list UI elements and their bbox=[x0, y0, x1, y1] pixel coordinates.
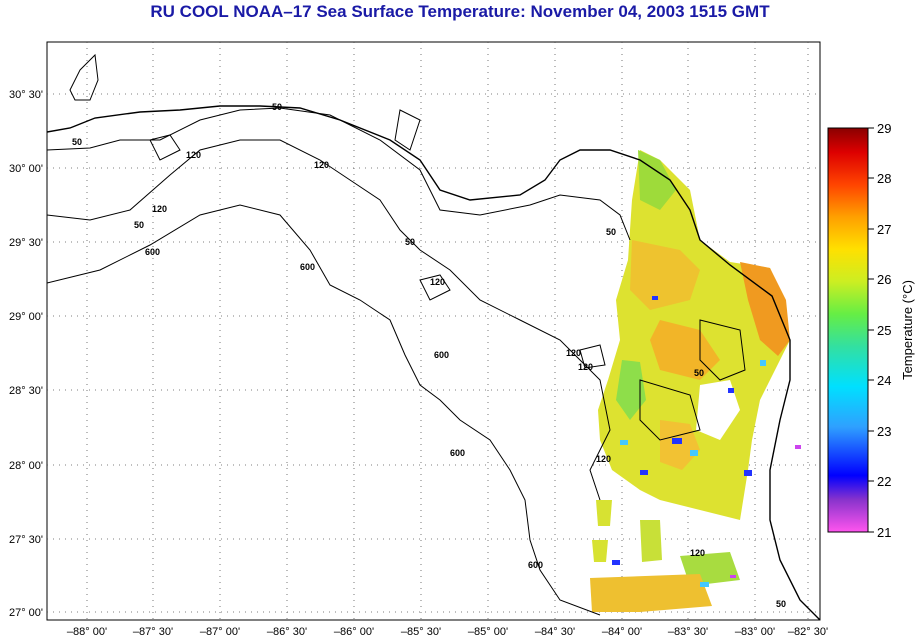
contour-island-3 bbox=[579, 344, 606, 369]
contour-50 bbox=[47, 107, 631, 241]
colorbar: 29 28 27 26 25 24 23 22 21 Temperature (… bbox=[827, 121, 915, 540]
contour-layer bbox=[47, 53, 820, 620]
lon-tick: –88° 00' bbox=[67, 626, 107, 638]
sst-patch-small-1 bbox=[596, 500, 612, 526]
contour-label: 600 bbox=[528, 560, 543, 570]
contour-label: 120 bbox=[152, 204, 167, 214]
lat-tick: 29° 30' bbox=[9, 237, 43, 249]
colorbar-tick: 23 bbox=[877, 424, 891, 439]
contour-label: 50 bbox=[694, 368, 704, 378]
contour-label: 120 bbox=[186, 150, 201, 160]
sst-data-layer bbox=[590, 150, 801, 612]
contour-label: 120 bbox=[690, 548, 705, 558]
colorbar-tick: 25 bbox=[877, 323, 891, 338]
lat-tick: 30° 00' bbox=[9, 163, 43, 175]
contour-island-1 bbox=[149, 134, 181, 161]
contour-inner-2 bbox=[639, 379, 701, 441]
colorbar-tick: 28 bbox=[877, 171, 891, 186]
contour-label: 120 bbox=[566, 348, 581, 358]
lat-tick: 28° 00' bbox=[9, 460, 43, 472]
colorbar-ticks: 29 28 27 26 25 24 23 22 21 bbox=[877, 121, 891, 540]
colorbar-label: Temperature (°C) bbox=[900, 280, 915, 380]
contour-label: 50 bbox=[776, 599, 786, 609]
sst-patch-warm-north bbox=[630, 240, 700, 310]
contour-label: 120 bbox=[596, 454, 611, 464]
lat-tick: 28° 30' bbox=[9, 385, 43, 397]
sst-patch-small-3 bbox=[640, 520, 662, 562]
map-title: RU COOL NOAA–17 Sea Surface Temperature:… bbox=[150, 2, 770, 21]
sst-cool-spots bbox=[620, 360, 766, 587]
lon-tick: –82° 30' bbox=[788, 626, 828, 638]
sst-cold-spots bbox=[612, 296, 752, 565]
lon-ticks: –88° 00' –87° 30' –87° 00' –86° 30' –86°… bbox=[67, 626, 828, 638]
contour-inner-1 bbox=[699, 319, 746, 381]
colorbar-tick: 21 bbox=[877, 525, 891, 540]
contour-label: 50 bbox=[272, 102, 282, 112]
contour-label: 50 bbox=[405, 237, 415, 247]
sst-patch-south bbox=[590, 574, 712, 612]
contour-label: 50 bbox=[606, 227, 616, 237]
colorbar-tick: 22 bbox=[877, 474, 891, 489]
lon-tick: –85° 30' bbox=[401, 626, 441, 638]
lat-tick: 27° 00' bbox=[9, 607, 43, 619]
contour-label: 600 bbox=[300, 262, 315, 272]
lon-tick: –87° 30' bbox=[133, 626, 173, 638]
colorbar-tick-marks bbox=[868, 127, 874, 533]
colorbar-tick: 27 bbox=[877, 222, 891, 237]
contour-label: 50 bbox=[134, 220, 144, 230]
colorbar-tick: 26 bbox=[877, 272, 891, 287]
lat-tick: 27° 30' bbox=[9, 534, 43, 546]
contour-label: 120 bbox=[578, 362, 593, 372]
sst-patch-small-2 bbox=[592, 540, 608, 562]
contour-label: 600 bbox=[450, 448, 465, 458]
sst-very-cold-spots bbox=[730, 445, 801, 578]
contour-label: 50 bbox=[72, 137, 82, 147]
colorbar-gradient bbox=[827, 127, 869, 533]
coastline bbox=[47, 105, 820, 620]
lat-tick: 30° 30' bbox=[9, 89, 43, 101]
colorbar-tick: 24 bbox=[877, 373, 891, 388]
contour-label: 600 bbox=[145, 247, 160, 257]
lon-tick: –84° 30' bbox=[535, 626, 575, 638]
contour-labels: 50 50 120 120 120 50 600 600 120 50 50 1… bbox=[72, 102, 786, 609]
contour-label: 120 bbox=[430, 277, 445, 287]
lat-tick: 29° 00' bbox=[9, 311, 43, 323]
lon-tick: –85° 00' bbox=[468, 626, 508, 638]
sst-patch-mid-warm bbox=[650, 320, 720, 380]
contour-label: 600 bbox=[434, 350, 449, 360]
contour-island-2 bbox=[419, 274, 451, 301]
lon-tick: –83° 00' bbox=[735, 626, 775, 638]
lon-tick: –84° 00' bbox=[602, 626, 642, 638]
sst-gap-1 bbox=[696, 380, 740, 440]
lon-tick: –87° 00' bbox=[200, 626, 240, 638]
coast-bay-1 bbox=[69, 53, 99, 101]
lon-tick: –83° 30' bbox=[668, 626, 708, 638]
lat-ticks: 30° 30' 30° 00' 29° 30' 29° 00' 28° 30' … bbox=[9, 89, 43, 619]
lon-tick: –86° 30' bbox=[267, 626, 307, 638]
sst-patch-coastal-warm bbox=[740, 262, 790, 356]
contour-600 bbox=[47, 204, 601, 616]
lon-tick: –86° 00' bbox=[334, 626, 374, 638]
colorbar-tick: 29 bbox=[877, 121, 891, 136]
sst-patch-green-west bbox=[616, 360, 646, 420]
contour-label: 120 bbox=[314, 160, 329, 170]
contour-120 bbox=[47, 139, 611, 501]
coast-bay-2 bbox=[394, 109, 421, 151]
